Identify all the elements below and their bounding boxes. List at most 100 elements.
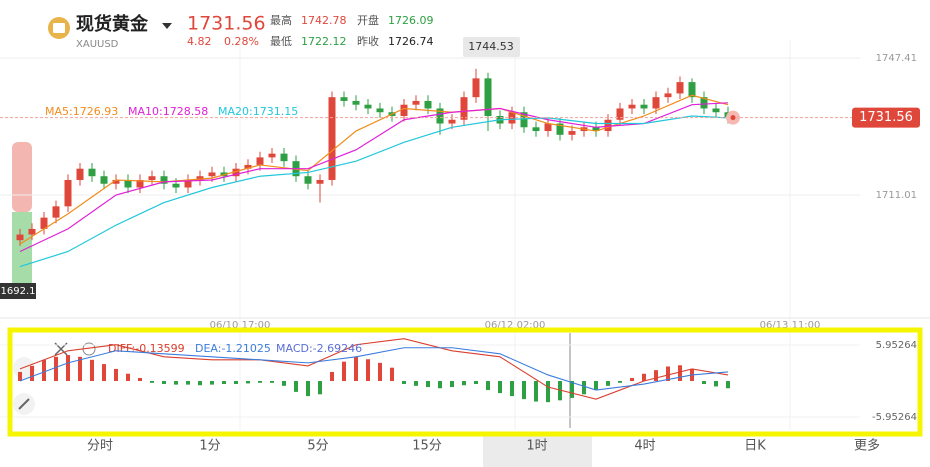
candle-body bbox=[472, 78, 480, 98]
candle-body bbox=[484, 78, 492, 116]
ma-legend: MA10:1728.58 bbox=[128, 105, 208, 118]
current-price-dot bbox=[730, 115, 736, 121]
range-bar-up bbox=[12, 142, 32, 212]
candle-body bbox=[352, 100, 360, 105]
candle-body bbox=[340, 97, 348, 101]
peak-label: 1744.53 bbox=[468, 40, 514, 53]
candle-body bbox=[88, 168, 96, 177]
candle-body bbox=[316, 179, 324, 184]
macd-bar bbox=[54, 356, 58, 381]
candle-body bbox=[688, 82, 696, 98]
macd-bar bbox=[618, 381, 622, 383]
tab-selected-bg bbox=[483, 436, 592, 467]
macd-bar bbox=[198, 381, 202, 386]
macd-bar bbox=[606, 381, 610, 386]
time-label: 06/12 02:00 bbox=[485, 320, 546, 331]
highlight-box bbox=[7, 327, 923, 437]
macd-bar bbox=[282, 381, 286, 386]
macd-bar bbox=[510, 381, 514, 397]
high-label: 最高 bbox=[270, 13, 292, 27]
macd-bar bbox=[150, 381, 154, 383]
candle-body bbox=[652, 97, 660, 109]
candle-body bbox=[520, 112, 528, 128]
macd-bar bbox=[330, 371, 334, 381]
macd-bar bbox=[66, 355, 70, 381]
macd-bar bbox=[390, 367, 394, 381]
macd-bar bbox=[318, 381, 322, 395]
candle-body bbox=[160, 176, 168, 184]
timeframe-tab[interactable]: 1时 bbox=[526, 439, 547, 454]
candle-body bbox=[400, 104, 408, 116]
candle-body bbox=[604, 119, 612, 132]
macd-bar bbox=[486, 381, 490, 391]
candle-body bbox=[676, 82, 684, 94]
left-price-label: 1692.1 bbox=[1, 286, 36, 297]
macd-bar bbox=[258, 381, 262, 383]
ma-line bbox=[19, 102, 729, 253]
low-label: 最低 bbox=[270, 35, 292, 48]
candle-body bbox=[544, 123, 552, 132]
timeframe-tab[interactable]: 4时 bbox=[634, 439, 655, 454]
candle-body bbox=[304, 176, 312, 184]
symbol-name[interactable]: 现货黄金 bbox=[76, 13, 149, 35]
macd-bar bbox=[558, 381, 562, 401]
candle-body bbox=[532, 127, 540, 132]
macd-bar bbox=[654, 370, 658, 381]
macd-bar bbox=[630, 377, 634, 381]
price-badge-label: 1731.56 bbox=[859, 110, 913, 125]
timeframe-tab[interactable]: 分时 bbox=[87, 439, 113, 454]
candle-body bbox=[448, 119, 456, 124]
macd-bar bbox=[414, 381, 418, 386]
macd-bar bbox=[30, 365, 34, 381]
low-value: 1722.12 bbox=[301, 35, 347, 48]
timeframe-tab[interactable]: 1分 bbox=[199, 439, 220, 454]
macd-bar bbox=[642, 373, 646, 381]
y-tick-label: -5.95264 bbox=[872, 412, 917, 423]
y-tick-label: 5.95264 bbox=[876, 340, 917, 351]
macd-bar bbox=[90, 359, 94, 381]
macd-bar bbox=[138, 377, 142, 381]
candle-body bbox=[40, 217, 48, 229]
macd-bar bbox=[102, 364, 106, 381]
price-badge bbox=[852, 107, 920, 128]
candle-body bbox=[700, 97, 708, 109]
macd-line bbox=[19, 338, 729, 400]
macd-legend: DEA:-1.21025 bbox=[195, 342, 271, 355]
macd-bar bbox=[366, 359, 370, 381]
macd-bar bbox=[174, 381, 178, 385]
macd-bar bbox=[498, 381, 502, 394]
macd-bar bbox=[534, 381, 538, 402]
macd-bar bbox=[114, 368, 118, 381]
dropdown-arrow[interactable] bbox=[162, 23, 172, 29]
candle-body bbox=[184, 179, 192, 188]
peak-badge bbox=[463, 37, 520, 57]
macd-bar bbox=[78, 356, 82, 381]
timeframe-tab[interactable]: 15分 bbox=[412, 439, 442, 454]
candle-body bbox=[376, 108, 384, 113]
candle-body bbox=[100, 176, 108, 184]
ma-line bbox=[19, 115, 729, 268]
macd-bar bbox=[210, 381, 214, 385]
candle-body bbox=[364, 104, 372, 109]
timeframe-tab[interactable]: 5分 bbox=[307, 439, 328, 454]
open-value: 1726.09 bbox=[388, 14, 434, 27]
pen-icon bbox=[18, 398, 30, 410]
candle-body bbox=[244, 164, 252, 169]
macd-bar bbox=[402, 381, 406, 385]
candle-body bbox=[664, 93, 672, 98]
macd-bar bbox=[570, 381, 574, 398]
candle-body bbox=[616, 108, 624, 120]
macd-bar bbox=[438, 381, 442, 389]
gold-icon-bar bbox=[53, 23, 65, 33]
timeframe-tab[interactable]: 更多 bbox=[854, 438, 880, 454]
candle-body bbox=[148, 176, 156, 180]
macd-bar bbox=[678, 365, 682, 381]
timeframe-tab[interactable]: 日K bbox=[744, 439, 766, 454]
macd-bar bbox=[666, 366, 670, 381]
prev-close-label: 昨收 bbox=[357, 34, 379, 48]
candle-body bbox=[124, 179, 132, 188]
change: 4.82 bbox=[187, 35, 212, 48]
left-price-badge bbox=[0, 283, 36, 299]
last-price: 1731.56 bbox=[187, 13, 266, 35]
candle-body bbox=[208, 172, 216, 177]
